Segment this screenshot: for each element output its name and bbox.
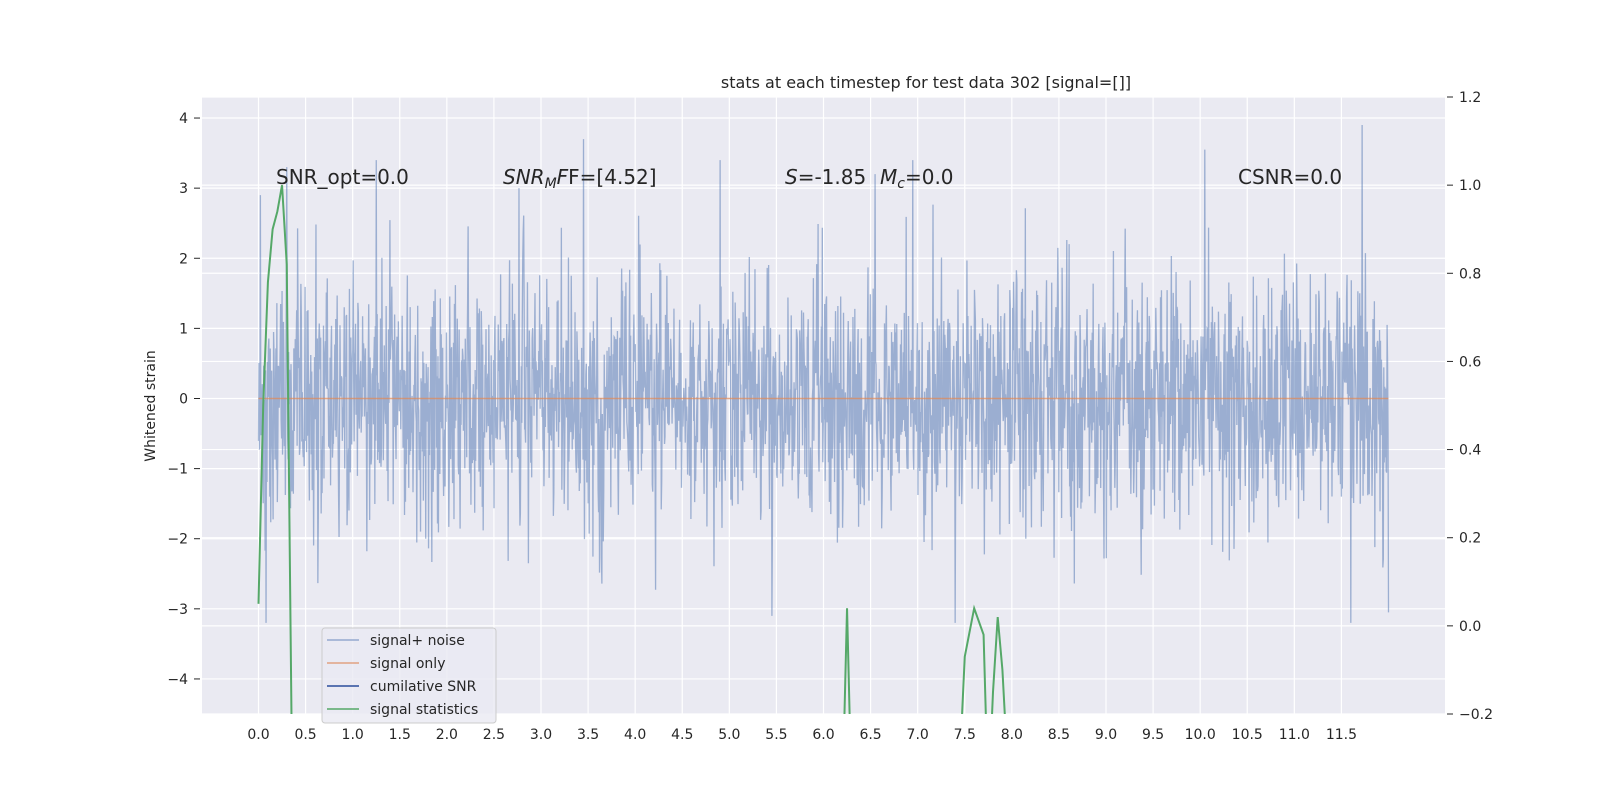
- series-signal-statistics-line: [961, 604, 1006, 714]
- y-tick-label: −3: [167, 602, 188, 618]
- legend-label-cumulative-snr: cumilative SNR: [370, 679, 477, 695]
- x-tick-label: 3.5: [577, 727, 599, 743]
- x-tick-label: 0.5: [294, 727, 316, 743]
- y2-tick-label: 1.0: [1459, 178, 1481, 194]
- x-tick-label: 7.0: [907, 727, 929, 743]
- y2-tick-label: 0.8: [1459, 266, 1481, 282]
- x-tick-label: 8.0: [1001, 727, 1023, 743]
- y-tick-label: 1: [179, 321, 188, 337]
- y2-tick-label: −0.2: [1459, 707, 1493, 723]
- x-axis: 0.0 0.5 1.0 1.5 2.0 2.5 3.0 3.5 4.0 4.5 5.0 5.5 6.0 6…: [247, 727, 1357, 743]
- x-tick-label: 3.0: [530, 727, 552, 743]
- x-tick-label: 0.0: [247, 727, 269, 743]
- x-tick-label: 4.5: [671, 727, 693, 743]
- x-tick-label: 2.0: [436, 727, 458, 743]
- y-tick-label: 4: [179, 111, 188, 127]
- y2-tick-label: 0.0: [1459, 619, 1481, 635]
- legend: signal+ noise signal only cumilative SNR…: [321, 627, 497, 724]
- plot-area: [202, 96, 1445, 715]
- y-axis-label: Whitened strain: [143, 350, 159, 461]
- x-tick-label: 11.5: [1326, 727, 1357, 743]
- chart-title: stats at each timestep for test data 302…: [721, 73, 1131, 92]
- x-tick-label: 10.0: [1185, 727, 1216, 743]
- x-tick-label: 9.5: [1142, 727, 1164, 743]
- y-tick-label: −4: [167, 672, 188, 688]
- annotation-csnr: CSNR=0.0: [1238, 165, 1342, 189]
- annotation-mc-value: =0.0: [905, 165, 954, 189]
- y-axis-left: −4 −3 −2 −1 0 1 2 3 4: [167, 111, 200, 688]
- y2-tick-label: 1.2: [1459, 90, 1481, 106]
- x-tick-label: 10.5: [1232, 727, 1263, 743]
- x-tick-label: 9.0: [1095, 727, 1117, 743]
- series-signal-noise-line: [257, 125, 1390, 623]
- annotation-s-value: =-1.85: [798, 165, 867, 189]
- y2-tick-label: 0.4: [1459, 443, 1481, 459]
- y-tick-label: −2: [167, 532, 188, 548]
- y2-tick-label: 0.2: [1459, 531, 1481, 547]
- y-tick-label: 0: [179, 391, 188, 407]
- x-tick-label: 6.5: [859, 727, 881, 743]
- annotation-snr-opt: SNR_opt=0.0: [276, 165, 409, 189]
- annotation-s: S=-1.85: [785, 165, 866, 189]
- y-tick-label: 3: [179, 181, 188, 197]
- legend-label-signal-only: signal only: [370, 656, 445, 672]
- y-axis-right: −0.2 0.0 0.2 0.4 0.6 0.8 1.0 1.2: [1447, 90, 1493, 723]
- x-tick-label: 1.5: [389, 727, 411, 743]
- legend-label-signal-statistics: signal statistics: [370, 702, 478, 718]
- y2-tick-label: 0.6: [1459, 354, 1481, 370]
- legend-label-signal-noise: signal+ noise: [370, 633, 465, 649]
- x-tick-label: 6.0: [812, 727, 834, 743]
- x-tick-label: 8.5: [1048, 727, 1070, 743]
- x-tick-label: 7.5: [954, 727, 976, 743]
- x-tick-label: 5.5: [765, 727, 787, 743]
- annotation-snr-mf: SNRMFF=[4.52]: [503, 165, 657, 192]
- x-tick-label: 1.0: [342, 727, 364, 743]
- x-tick-label: 5.0: [718, 727, 740, 743]
- x-tick-label: 11.0: [1279, 727, 1310, 743]
- x-tick-label: 2.5: [483, 727, 505, 743]
- y-tick-label: −1: [167, 462, 188, 478]
- series-signal-statistics-line: [257, 184, 293, 714]
- y-tick-label: 2: [179, 251, 188, 267]
- annotation-snr-mf-subscript: M: [545, 176, 557, 192]
- legend-frame: [321, 627, 497, 724]
- annotation-snr-mf-value: F=[4.52]: [568, 165, 656, 189]
- x-tick-label: 4.0: [624, 727, 646, 743]
- series-signal-statistics-line: [843, 608, 851, 714]
- annotation-mc: Mc=0.0: [880, 165, 954, 192]
